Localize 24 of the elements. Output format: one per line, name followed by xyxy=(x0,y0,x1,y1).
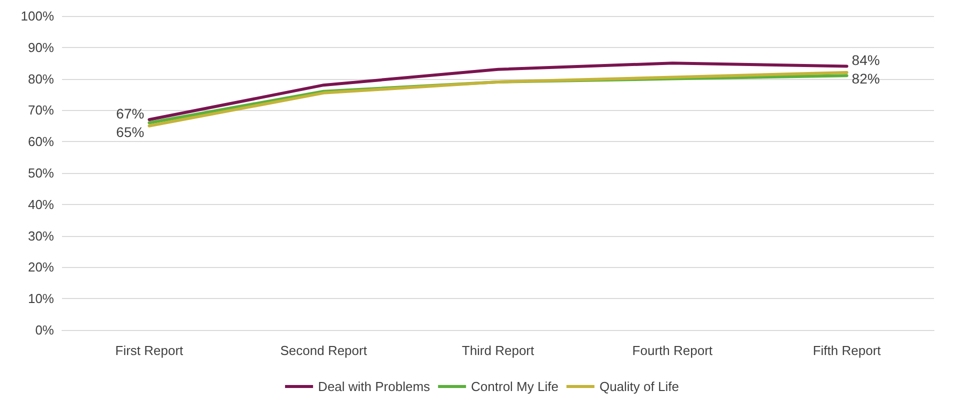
y-tick-label: 80% xyxy=(28,71,54,86)
y-tick-label: 90% xyxy=(28,40,54,55)
y-tick-label: 10% xyxy=(28,291,54,306)
y-tick-label: 40% xyxy=(28,196,54,212)
line-series xyxy=(148,62,848,122)
y-tick-label: 0% xyxy=(35,322,54,338)
y-tick-label: 50% xyxy=(28,166,54,180)
data-label: 67% xyxy=(116,106,144,122)
x-tick-label: First Report xyxy=(115,343,184,358)
x-tick-label: Fourth Report xyxy=(632,343,713,358)
y-tick-label: 30% xyxy=(28,228,54,244)
x-tick-label: Second Report xyxy=(280,343,368,358)
y-tick-label: 60% xyxy=(28,134,54,150)
legend-label: Deal with Problems xyxy=(318,379,431,394)
data-label: 65% xyxy=(116,124,144,140)
y-tick-label: 70% xyxy=(28,102,54,118)
y-tick-label: 100% xyxy=(20,8,54,24)
x-tick-label: Third Report xyxy=(462,343,535,358)
data-label: 82% xyxy=(852,70,880,87)
y-tick-label: 20% xyxy=(28,260,54,275)
legend-label: Control My Life xyxy=(471,379,558,394)
data-label: 84% xyxy=(852,52,880,68)
legend-label: Quality of Life xyxy=(599,379,679,394)
x-tick-label: Fifth Report xyxy=(812,343,882,358)
